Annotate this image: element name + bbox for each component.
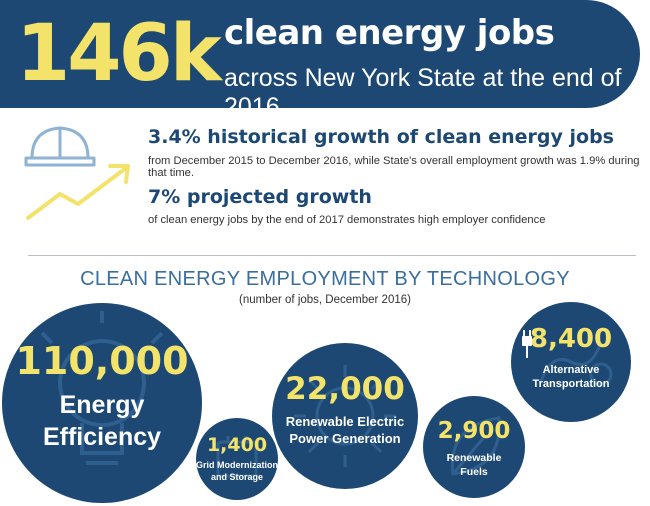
energy-efficiency-value: 110,000 [15, 339, 189, 383]
banner-subtitle: across New York State at the end of 2016 [224, 64, 622, 121]
growth-arrow-icon [26, 164, 130, 220]
hardhat-icon [24, 126, 96, 167]
energy-efficiency-label-2: Efficiency [42, 423, 162, 451]
sun-icon [294, 365, 396, 467]
total-jobs-number: 146k [16, 9, 222, 99]
renewable-electric-label-1: Renewable Electric [285, 414, 405, 429]
energy-efficiency-label-1: Energy [59, 391, 145, 419]
grid-modernization-value: 1,400 [206, 434, 268, 456]
grid-modernization-circle: 1,400 Grid Modernization and Storage [196, 418, 278, 500]
plug-icon [522, 330, 532, 358]
historical-growth-detail: from December 2015 to December 2016, whi… [148, 155, 640, 179]
projected-growth-headline: 7% projected growth [148, 186, 372, 208]
alternative-transportation-value: 8,400 [529, 324, 613, 354]
grid-modernization-label-1: Grid Modernization [196, 460, 278, 470]
alternative-transportation-label-2: Transportation [532, 378, 610, 390]
renewable-fuels-circle: 2,900 Renewable Fuels [423, 396, 525, 498]
grid-modernization-label-2: and Storage [210, 472, 263, 482]
banner-title: clean energy jobs [224, 13, 555, 53]
section-title: CLEAN ENERGY EMPLOYMENT BY TECHNOLOGY [80, 268, 570, 290]
leaf-icon [450, 416, 501, 476]
renewable-fuels-label-2: Fuels [460, 466, 488, 478]
projected-growth-detail: of clean energy jobs by the end of 2017 … [148, 214, 546, 226]
alternative-transportation-circle: 8,400 Alternative Transportation [511, 302, 631, 422]
renewable-fuels-label-1: Renewable [446, 452, 502, 464]
historical-growth-headline: 3.4% historical growth of clean energy j… [148, 126, 614, 148]
energy-efficiency-circle: 110,000 Energy Efficiency [2, 303, 202, 503]
alternative-transportation-label-1: Alternative [542, 364, 600, 376]
section-subtitle: (number of jobs, December 2016) [239, 294, 411, 306]
renewable-electric-value: 22,000 [285, 371, 405, 407]
renewable-fuels-value: 2,900 [437, 418, 511, 444]
hardhat-growth-icon [22, 118, 142, 228]
battery-icon [216, 436, 258, 478]
electric-plug-icon [539, 341, 613, 386]
lightbulb-icon [40, 311, 164, 465]
renewable-electric-circle: 22,000 Renewable Electric Power Generati… [272, 343, 418, 489]
renewable-electric-label-2: Power Generation [289, 431, 401, 446]
header-banner: 146k clean energy jobs across New York S… [0, 0, 640, 121]
divider [28, 255, 636, 256]
